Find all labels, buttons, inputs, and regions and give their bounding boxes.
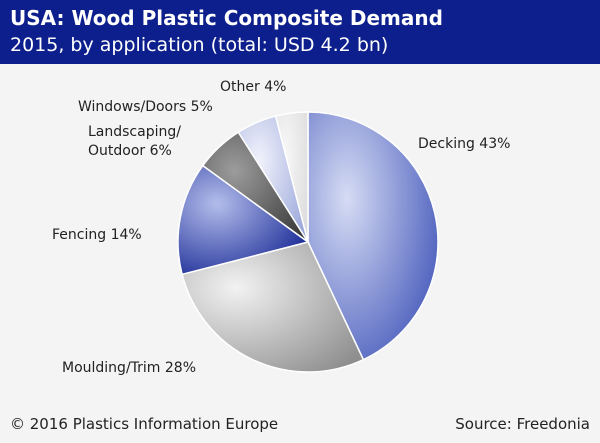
pie-slice-moulding-trim bbox=[181, 241, 365, 373]
chart-header: USA: Wood Plastic Composite Demand 2015,… bbox=[0, 0, 600, 64]
copyright-text: © 2016 Plastics Information Europe bbox=[10, 415, 279, 433]
pie-slice-fencing bbox=[177, 164, 310, 276]
pie-label-fencing: Fencing 14% bbox=[52, 227, 142, 243]
chart-subtitle: 2015, by application (total: USD 4.2 bn) bbox=[10, 34, 389, 56]
pie-label-other: Other 4% bbox=[220, 79, 286, 95]
pie-chart: Decking 43% Moulding/Trim 28% Fencing 14% L… bbox=[52, 79, 510, 376]
pie-label-decking: Decking 43% bbox=[418, 136, 510, 152]
pie-label-moulding-trim: Moulding/Trim 28% bbox=[62, 360, 196, 376]
pie-chart-area: Decking 43% Moulding/Trim 28% Fencing 14% L… bbox=[0, 64, 600, 404]
pie-label-windows-doors: Windows/Doors 5% bbox=[78, 99, 213, 115]
pie-label-landscaping-outdoor: Landscaping/Outdoor 6% bbox=[88, 124, 181, 159]
chart-title: USA: Wood Plastic Composite Demand bbox=[10, 6, 443, 30]
pie-slice-other bbox=[274, 111, 309, 243]
pie-slice-decking bbox=[307, 111, 439, 361]
source-text: Source: Freedonia bbox=[455, 415, 590, 433]
